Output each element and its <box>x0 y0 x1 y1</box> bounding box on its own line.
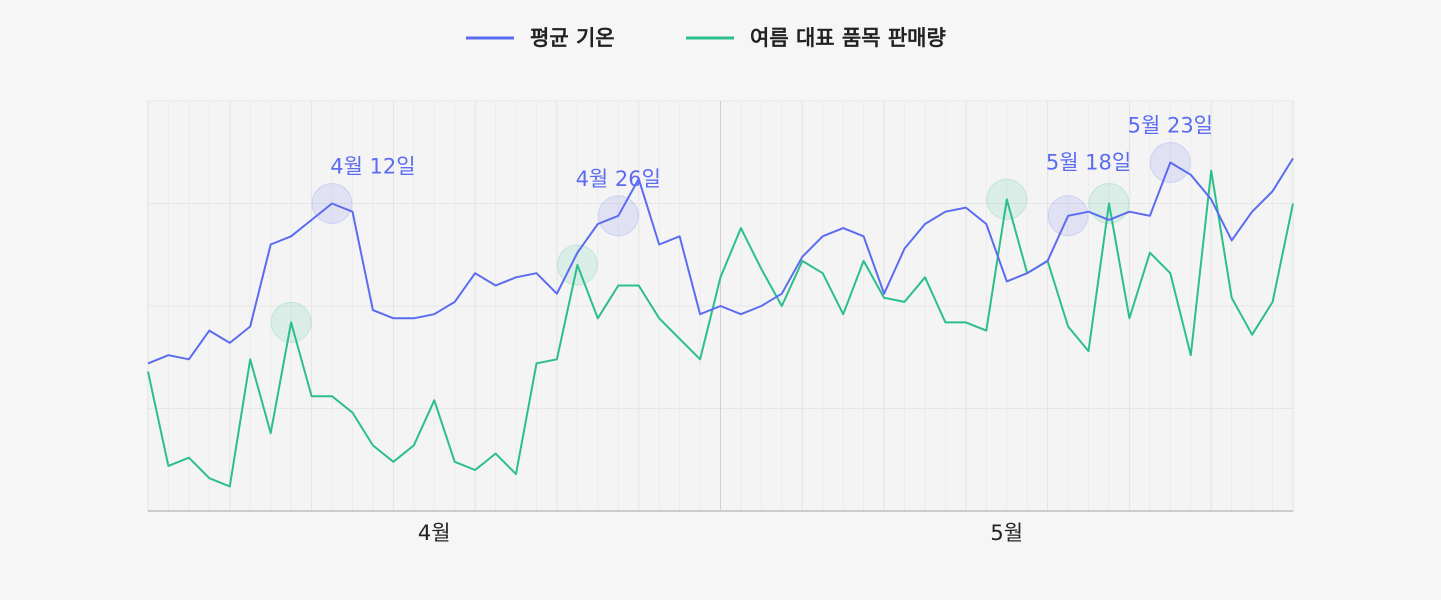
annotation-label: 5월 18일 <box>1046 150 1131 174</box>
x-tick-label: 5월 <box>990 521 1023 545</box>
series-line-temperature <box>147 157 1294 365</box>
annotation-label: 4월 12일 <box>330 155 415 179</box>
legend-label-sales: 여름 대표 품목 판매량 <box>750 26 946 50</box>
legend-label-temperature: 평균 기온 <box>530 26 615 50</box>
legend: 평균 기온 여름 대표 품목 판매량 <box>466 26 946 50</box>
annotation-label: 5월 23일 <box>1128 114 1213 138</box>
plot-area: 4월 12일 4월 26일 5월 18일 5월 23일 4월 5월 <box>147 100 1294 545</box>
x-tick-label: 4월 <box>418 521 451 545</box>
annotation-label: 4월 26일 <box>576 167 661 191</box>
series-line-sales <box>147 169 1294 488</box>
